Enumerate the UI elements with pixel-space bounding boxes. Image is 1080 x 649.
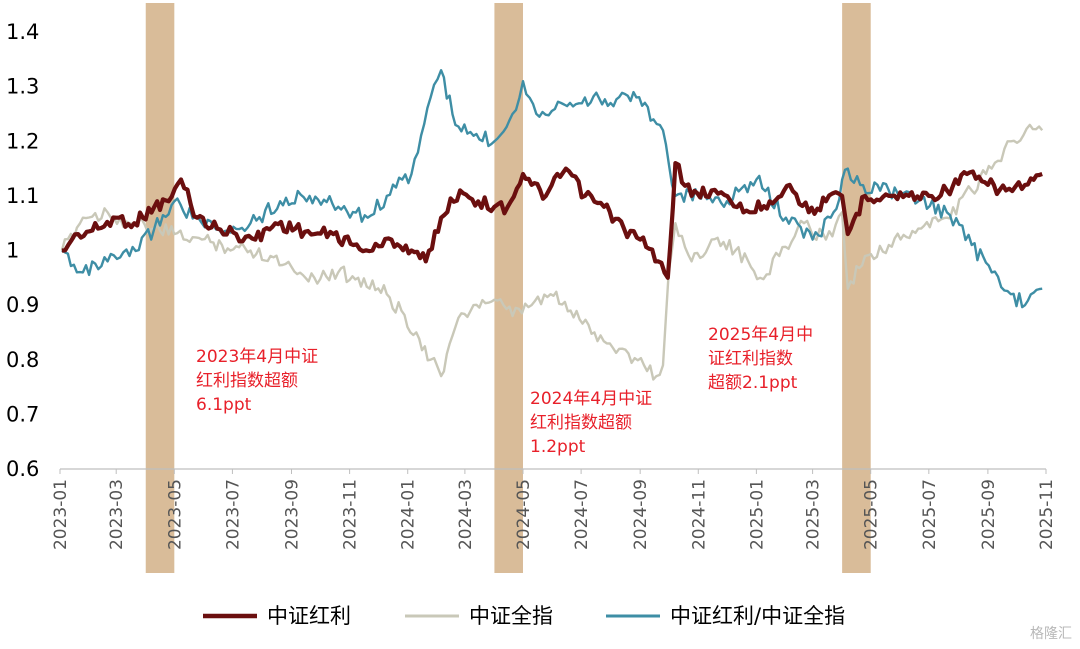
x-tick-label: 2025-07 [920, 479, 940, 550]
axes: 2023-01 2023-03 2023-05 2023-07 2023-09 2023-… [6, 20, 1057, 550]
x-tick-label: 2024-05 [514, 479, 534, 550]
annotation-line: 6.1ppt [196, 395, 252, 415]
annotation-line: 1.2ppt [530, 437, 586, 457]
legend-label-3: 中证红利/中证全指 [670, 604, 845, 628]
legend-label-2: 中证全指 [469, 604, 553, 628]
legend-label-1: 中证红利 [267, 604, 351, 628]
annotation-line: 2025年4月中 [708, 325, 813, 345]
annotations: 2023年4月中证红利指数超额 6.1ppt 2024年4月中证红利指数超额 1.2p… [196, 325, 813, 457]
y-tick-label: 1.3 [6, 75, 39, 99]
x-tick-label: 2024-09 [631, 479, 651, 550]
series-line-1 [61, 161, 1043, 280]
annotation-2: 2024年4月中证红利指数超额 1.2ppt [530, 389, 652, 457]
y-tick-label: 1 [6, 239, 19, 263]
annotation-3: 2025年4月中证红利指数超额2.1ppt [708, 325, 813, 393]
x-tick-label: 2025-01 [747, 479, 767, 550]
annotation-line: 红利指数超额 [530, 413, 632, 433]
x-tick-label: 2023-09 [282, 479, 302, 550]
x-tick-label: 2023-11 [341, 479, 361, 550]
annotation-line: 超额2.1ppt [708, 373, 798, 393]
annotation-line: 证红利指数 [708, 349, 793, 369]
x-tick-label: 2023-03 [107, 479, 127, 550]
watermark: 格隆汇 [1030, 626, 1072, 642]
x-tick-label: 2025-11 [1037, 479, 1057, 550]
series-lines [60, 69, 1044, 381]
annotation-line: 红利指数超额 [196, 371, 298, 391]
annotation-line: 2024年4月中证 [530, 389, 652, 409]
annotation-line: 2023年4月中证 [196, 347, 318, 367]
x-tick-label: 2025-09 [979, 479, 999, 550]
x-tick-label: 2024-01 [399, 479, 419, 550]
y-tick-label: 0.6 [6, 457, 39, 481]
series-line-2 [60, 123, 1044, 381]
annotation-1: 2023年4月中证红利指数超额 6.1ppt [196, 347, 318, 415]
legend: 中证红利 中证全指 中证红利/中证全指 [203, 604, 845, 628]
x-tick-label: 2025-05 [862, 479, 882, 550]
y-tick-label: 0.9 [6, 293, 39, 317]
highlight-band-1 [145, 3, 175, 573]
x-tick-label: 2023-01 [51, 479, 71, 550]
x-tick-label: 2024-11 [689, 479, 709, 550]
x-tick-label: 2024-03 [456, 479, 476, 550]
x-tick-label: 2025-03 [804, 479, 824, 550]
y-tick-label: 0.7 [6, 402, 39, 426]
x-tick-label: 2023-07 [223, 479, 243, 550]
y-tick-label: 1.2 [6, 129, 39, 153]
x-tick-label: 2023-05 [165, 479, 185, 550]
x-tick-label: 2024-07 [572, 479, 592, 550]
y-tick-label: 0.8 [6, 348, 39, 372]
y-tick-label: 1.4 [6, 20, 39, 44]
y-tick-label: 1.1 [6, 184, 39, 208]
